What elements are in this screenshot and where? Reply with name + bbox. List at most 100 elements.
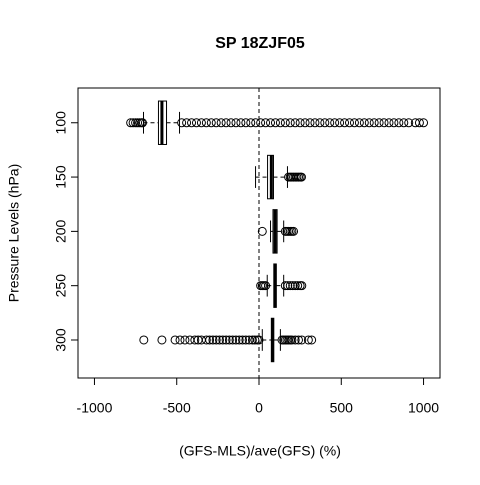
outlier (419, 118, 429, 128)
outlier (251, 118, 261, 128)
outlier (126, 118, 136, 128)
outlier (289, 226, 299, 236)
outlier (190, 335, 200, 345)
x-tick-label: 1000 (408, 400, 439, 416)
outlier (215, 335, 225, 345)
outlier (221, 118, 231, 128)
outlier (315, 118, 325, 128)
outlier (218, 335, 228, 345)
x-tick-label: -500 (163, 400, 191, 416)
outlier (231, 118, 241, 128)
outlier (374, 118, 384, 128)
outlier (288, 281, 298, 291)
outlier (330, 118, 340, 128)
outlier (175, 335, 185, 345)
outlier (234, 335, 244, 345)
outlier (275, 118, 285, 128)
outlier (349, 118, 359, 128)
outlier (157, 335, 167, 345)
outlier (228, 335, 238, 345)
outlier (300, 118, 310, 128)
outlier (379, 118, 389, 128)
outlier (208, 335, 218, 345)
outlier (394, 118, 404, 128)
outlier (170, 335, 180, 345)
outlier (290, 335, 300, 345)
outlier (293, 281, 303, 291)
outlier (138, 118, 148, 128)
outlier (231, 335, 241, 345)
outlier (295, 118, 305, 128)
outlier (177, 118, 187, 128)
outlier (247, 335, 257, 345)
outlier (196, 118, 206, 128)
outlier (261, 118, 271, 128)
outlier (280, 118, 290, 128)
outlier (283, 281, 293, 291)
outlier (257, 226, 267, 236)
outlier (297, 281, 307, 291)
outlier (201, 118, 211, 128)
outlier (335, 118, 345, 128)
outlier (221, 335, 231, 345)
outlier (389, 118, 399, 128)
outlier (270, 118, 280, 128)
outlier (320, 118, 330, 128)
outlier (256, 118, 266, 128)
outlier (285, 118, 295, 128)
outlier (180, 335, 190, 345)
outlier (310, 118, 320, 128)
outlier (182, 118, 192, 128)
outlier (238, 335, 248, 345)
y-tick-label: 150 (53, 165, 69, 189)
outlier (206, 118, 216, 128)
outlier (250, 335, 260, 345)
outlier (297, 335, 307, 345)
outlier (325, 118, 335, 128)
y-tick-label: 300 (53, 328, 69, 352)
outlier (296, 172, 306, 182)
outlier (226, 118, 236, 128)
y-tick-label: 250 (53, 274, 69, 298)
outlier (399, 118, 409, 128)
outlier (236, 118, 246, 128)
outlier (216, 118, 226, 128)
outlier (187, 118, 197, 128)
outlier (261, 281, 271, 291)
x-tick-label: -1000 (77, 400, 113, 416)
outlier (290, 118, 300, 128)
outlier (211, 335, 221, 345)
outlier (205, 335, 215, 345)
outlier (303, 335, 313, 345)
y-tick-label: 100 (53, 111, 69, 135)
outlier (280, 281, 290, 291)
chart-title: SP 18ZJF05 (215, 35, 305, 52)
y-tick-label: 200 (53, 219, 69, 243)
outlier (404, 118, 414, 128)
outlier (369, 118, 379, 128)
outlier (307, 335, 317, 345)
outlier (254, 335, 264, 345)
outlier (354, 118, 364, 128)
outlier (359, 118, 369, 128)
outlier (290, 281, 300, 291)
y-axis-label: Pressure Levels (hPa) (6, 164, 22, 303)
outlier (384, 118, 394, 128)
outlier (287, 335, 297, 345)
outlier (340, 118, 350, 128)
x-tick-label: 500 (330, 400, 354, 416)
outlier (211, 118, 221, 128)
outlier (241, 118, 251, 128)
x-axis-label: (GFS-MLS)/ave(GFS) (%) (179, 443, 341, 459)
x-tick-label: 0 (255, 400, 263, 416)
outlier (364, 118, 374, 128)
outlier (285, 281, 295, 291)
outlier (414, 118, 424, 128)
outlier (345, 118, 354, 128)
outlier (224, 335, 234, 345)
outlier (293, 335, 303, 345)
outlier (246, 118, 256, 128)
outlier (305, 118, 315, 128)
outlier (139, 335, 149, 345)
